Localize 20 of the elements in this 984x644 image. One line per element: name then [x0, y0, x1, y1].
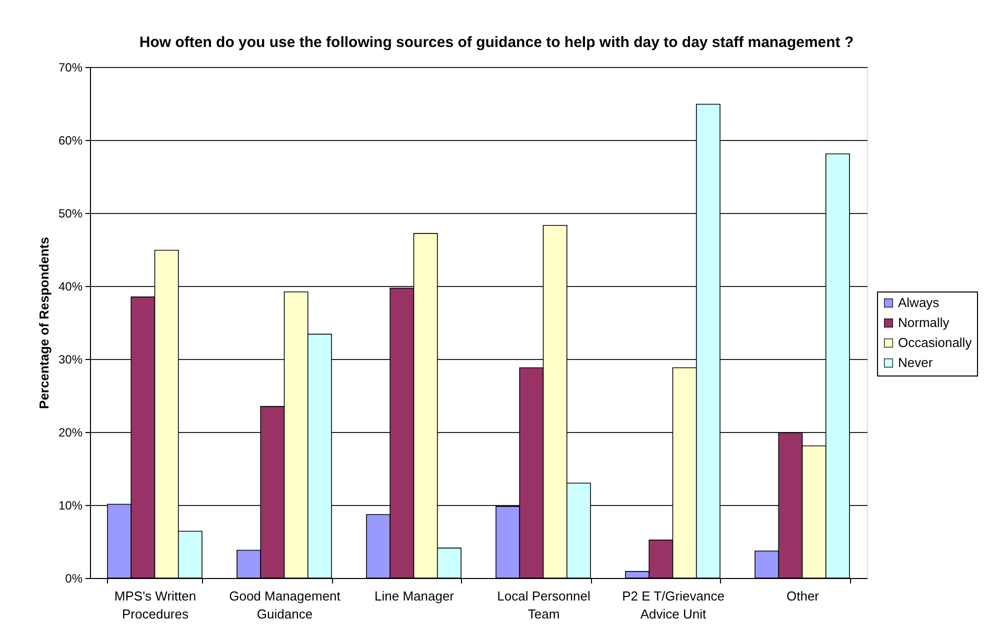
x-tick-label: Good Management Guidance [229, 588, 341, 622]
x-tick-label: Local Personnel Team [497, 588, 590, 622]
x-tick-label: Other [786, 588, 820, 604]
x-tick-label: Line Manager [374, 588, 455, 604]
y-tick-label: 20% [58, 426, 83, 440]
y-tick-label: 30% [58, 352, 83, 366]
x-tick-label: P2 E T/Grievance Advice Unit [622, 588, 724, 622]
y-tick-label: 70% [58, 60, 83, 74]
y-tick-label: 50% [58, 206, 83, 220]
y-axis-title: Percentage of Respondents [36, 237, 52, 409]
legend-label: Never [898, 355, 934, 370]
legend-label: Normally [898, 315, 950, 330]
legend-label: Occasionally [898, 335, 972, 350]
y-tick-label: 0% [65, 572, 83, 586]
chart-title: How often do you use the following sources of guidance to help with day to day staff management ? [139, 34, 854, 51]
y-tick-label: 60% [58, 134, 83, 148]
x-tick-label: MPS's Written Procedures [114, 588, 196, 622]
legend-label: Always [898, 295, 940, 310]
y-tick-label: 40% [58, 280, 83, 294]
y-tick-label: 10% [58, 498, 83, 512]
